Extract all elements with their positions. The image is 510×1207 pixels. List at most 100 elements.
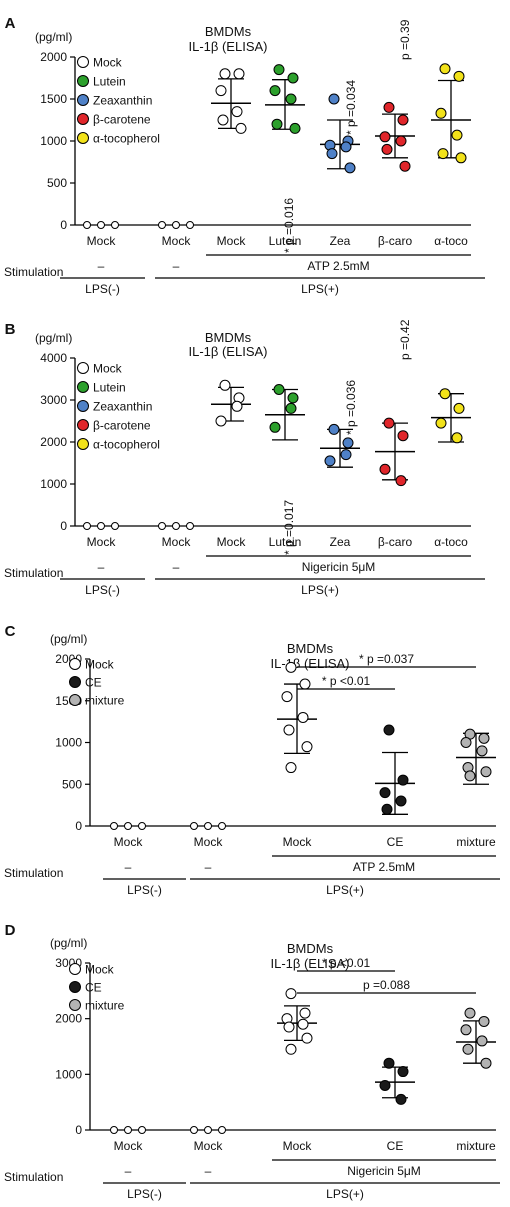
comparison-label: p =0.088 [363,978,410,992]
data-point [285,762,297,774]
legend-label: β-carotene [93,419,151,433]
data-point [326,148,338,160]
y-axis-label: (pg/ml) [35,30,72,44]
data-point [381,803,393,815]
legend-marker [69,963,81,975]
data-point [397,430,409,442]
data-point [138,1126,146,1134]
lps-plus-dash: – [173,560,180,574]
data-point [269,85,281,97]
data-point [435,107,447,119]
data-point [328,423,340,435]
data-point [172,522,180,530]
lps-plus-label: LPS(+) [326,883,364,897]
p-value-label: * p =0.034 [344,80,358,135]
legend-marker [77,56,89,68]
group-6: α-toco p =0.42 [398,319,471,549]
comparison-label: * p <0.01 [322,956,371,970]
data-point [204,1126,212,1134]
group-2: Mock [211,68,251,248]
group-5: β-caro * p =0.036 [344,380,415,549]
legend-marker [69,694,81,706]
x-tick-label: Mock [114,835,144,849]
lps-minus-label: LPS(-) [127,1187,162,1201]
x-tick-label: CE [387,835,404,849]
data-point [83,522,91,530]
lps-plus-label: LPS(+) [301,583,339,597]
data-point [453,402,465,414]
group-1: Mock [158,221,194,248]
lps-minus-label: LPS(-) [85,583,120,597]
group-0: Mock [83,221,119,248]
lps-minus-dash: – [125,860,132,874]
legend-marker [77,438,89,450]
data-point [464,770,476,782]
y-tick-label: 1500 [40,92,67,106]
legend-label: Mock [85,658,115,672]
data-point [273,384,285,395]
data-point [480,1057,492,1069]
group-2: Mock [277,988,317,1153]
data-point [219,379,231,391]
stimulation-label: Stimulation [4,866,63,880]
data-point [287,392,299,404]
data-point [215,85,227,97]
x-tick-label: Mock [114,1139,144,1153]
legend-marker [77,113,89,125]
y-axis-label: (pg/ml) [50,632,87,646]
lps-plus-dash: – [173,259,180,273]
legend-marker [77,400,89,412]
x-tick-label: Lutein [269,234,302,248]
y-tick-label: 0 [60,218,67,232]
data-point [395,135,407,147]
data-point [480,766,492,778]
legend-marker [69,658,81,670]
data-point [231,106,243,118]
legend-label: Zeaxanthin [93,400,152,414]
data-point [186,522,194,530]
data-point [111,221,119,229]
data-point [110,1126,118,1134]
panel-letter: B [5,321,16,338]
data-point [397,114,409,126]
lps-plus-label: LPS(+) [326,1187,364,1201]
data-point [111,522,119,530]
data-point [190,822,198,830]
legend-marker [77,94,89,106]
data-point [158,522,166,530]
group-2: Mock [277,661,317,849]
data-point [273,64,285,76]
y-tick-label: 2000 [40,435,67,449]
legend-marker [77,419,89,431]
data-point [395,1093,407,1105]
y-tick-label: 2000 [55,1012,82,1026]
x-tick-label: Mock [87,234,117,248]
data-point [289,122,301,134]
data-point [344,162,356,174]
legend-marker [77,75,89,87]
data-point [476,1035,488,1047]
data-point [110,822,118,830]
x-tick-label: CE [387,1139,404,1153]
group-1: Mock [190,822,226,849]
data-point [383,101,395,113]
legend-label: α-tocopherol [93,132,160,146]
x-tick-label: Zea [330,535,351,549]
x-tick-label: mixture [456,835,496,849]
data-point [124,822,132,830]
data-point [460,737,472,748]
x-tick-label: β-caro [378,234,413,248]
comparison-label: * p =0.037 [359,652,414,666]
chart-title: BMDMs [205,24,252,39]
data-point [340,141,352,153]
data-point [297,1018,309,1030]
data-point [395,475,407,487]
legend-marker [69,676,81,688]
y-tick-label: 500 [62,777,82,791]
chart-title: BMDMs [205,330,252,345]
lps-minus-label: LPS(-) [85,282,120,296]
legend-label: Mock [93,362,123,376]
data-point [399,160,411,172]
x-tick-label: Mock [162,234,192,248]
